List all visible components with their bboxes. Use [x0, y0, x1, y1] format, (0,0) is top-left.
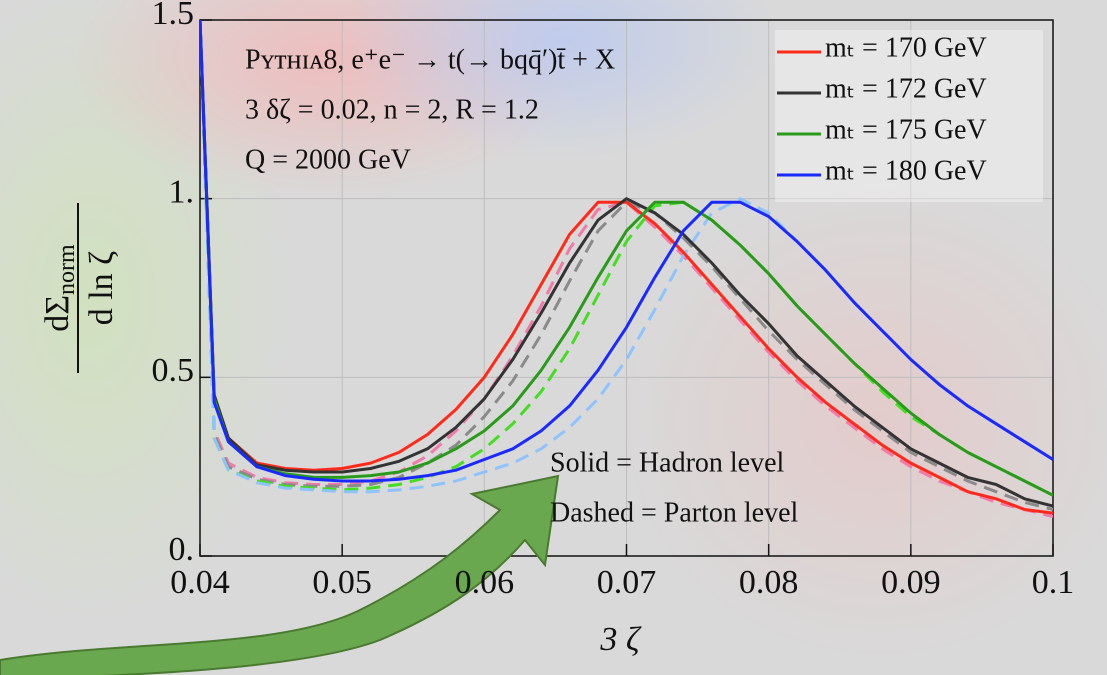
- series-line: [200, 20, 1053, 508]
- arrow: [0, 474, 560, 675]
- x-tick-label: 0.04: [170, 564, 230, 601]
- annotation: Dashed = Parton level: [550, 497, 799, 528]
- legend-label: mₜ = 172 GeV: [825, 73, 987, 104]
- background-blob: [620, 180, 1107, 660]
- y-label-denominator: d ln ζ: [83, 251, 120, 326]
- x-axis-label: 3 ζ: [599, 621, 642, 658]
- series-line: [200, 20, 1053, 519]
- annotation: Q = 2000 GeV: [245, 144, 411, 175]
- legend-label: mₜ = 170 GeV: [825, 32, 987, 63]
- y-axis-label: dΣnorm d ln ζ: [39, 203, 120, 373]
- x-tick-label: 0.08: [739, 564, 799, 601]
- x-tick-label: 0.07: [597, 564, 657, 601]
- y-tick-label: 0.: [169, 531, 195, 568]
- plot-frame: [199, 19, 1054, 557]
- y-tick-label: 1.5: [152, 0, 195, 32]
- series-line: [200, 20, 1053, 483]
- series-line: [200, 20, 1053, 515]
- annotation: 3 δζ = 0.02, n = 2, R = 1.2: [245, 94, 539, 125]
- labels: 0. 0.5 1. 1.5 0.04 0.05 0.06 0.07 0.08 0.09 0.1 mₜ …: [39, 0, 1074, 658]
- background-blob: [340, 0, 780, 160]
- x-tick-label: 0.06: [455, 564, 515, 601]
- legend-label: mₜ = 175 GeV: [825, 114, 987, 145]
- x-tick-label: 0.05: [312, 564, 372, 601]
- y-label-part: norm: [54, 244, 80, 295]
- series-line: [200, 20, 1053, 511]
- legend-box: [775, 30, 1043, 202]
- series-line: [200, 20, 1053, 497]
- annotation: Solid = Hadron level: [550, 447, 785, 478]
- series-line: [200, 20, 1053, 497]
- y-tick-label: 0.5: [152, 352, 195, 389]
- annotation: Pʏᴛʜɪᴀ8, e⁺e⁻ → t(→ bqq̄′)t̄ + X: [245, 44, 615, 75]
- y-label-numerator: dΣnorm: [39, 244, 80, 332]
- x-tick-label: 0.09: [881, 564, 941, 601]
- y-tick-label: 1.: [169, 173, 195, 210]
- y-label-part: dΣ: [39, 295, 76, 332]
- x-tick-label: 0.1: [1032, 564, 1075, 601]
- lines: [200, 20, 1053, 519]
- legend-label: mₜ = 180 GeV: [825, 155, 987, 186]
